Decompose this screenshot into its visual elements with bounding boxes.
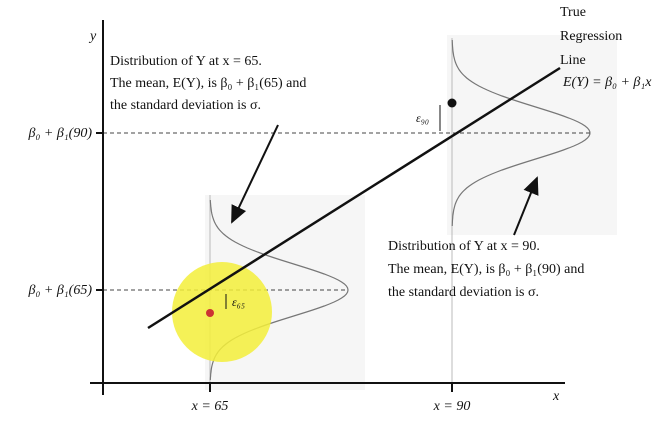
error-label: ε₆₅ [232, 295, 245, 309]
annotation: the standard deviation is σ. [110, 98, 261, 113]
y-tick-label: β₀ + β₁(65) [28, 283, 93, 298]
annotation: Distribution of Y at x = 90. [388, 239, 540, 254]
arrow-90 [513, 176, 539, 236]
regression-line [147, 66, 561, 330]
arrow-65 [231, 124, 279, 224]
x-tick-label: x = 90 [433, 399, 471, 414]
point-65 [206, 309, 214, 317]
x-tick-label: x = 65 [191, 399, 229, 414]
line-label: True [560, 5, 586, 20]
y-tick-label: β₀ + β₁(90) [28, 126, 93, 141]
highlight [172, 262, 272, 362]
panel-90 [447, 35, 617, 235]
y-axis-label: y [88, 29, 97, 44]
equation: E(Y) = β₀ + β₁x [562, 75, 652, 90]
x-axis-label: x [552, 389, 560, 404]
line-label: Regression [560, 29, 622, 44]
annotation: the standard deviation is σ. [388, 285, 539, 300]
annotation: The mean, E(Y), is β₀ + β₁(65) and [110, 76, 306, 91]
annotation: The mean, E(Y), is β₀ + β₁(90) and [388, 262, 584, 277]
point-90 [447, 98, 457, 108]
annotation: Distribution of Y at x = 65. [110, 54, 262, 69]
line-label: Line [560, 53, 586, 68]
error-label: ε₉₀ [416, 111, 429, 125]
